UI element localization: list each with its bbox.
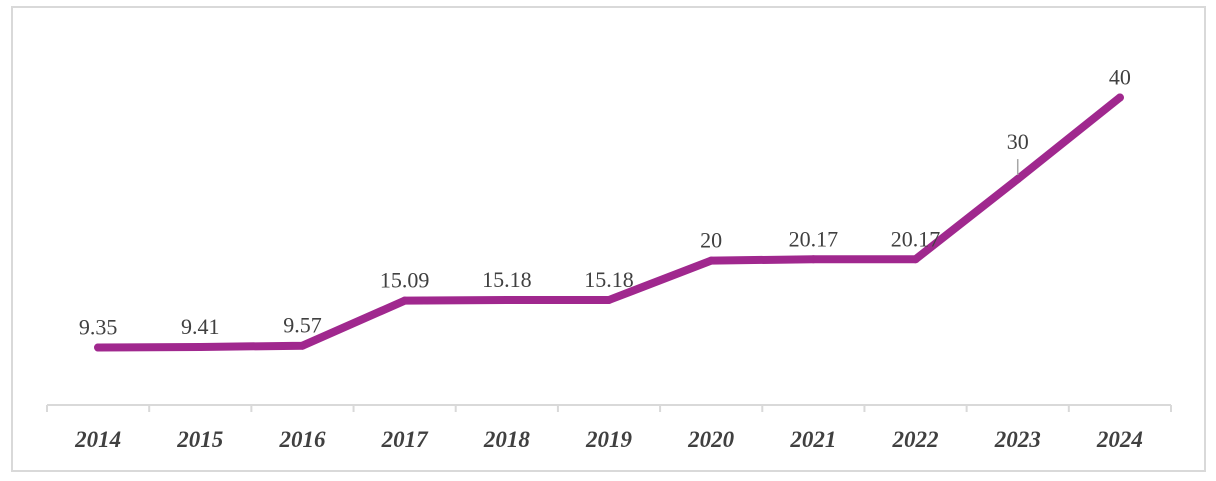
- data-label-2018: 15.18: [482, 267, 532, 292]
- x-tick-label-2018: 2018: [483, 427, 531, 452]
- x-tick-labels: 2014 2015 2016 2017 2018 2019 2020 2021 2022 2023…: [74, 427, 1143, 452]
- x-tick-label-2021: 2021: [789, 427, 836, 452]
- x-tick-label-2020: 2020: [687, 427, 735, 452]
- data-point-2020: [707, 256, 716, 265]
- data-label-2016: 9.57: [283, 313, 322, 338]
- data-point-2018: [502, 295, 511, 304]
- x-tick-label-2022: 2022: [892, 427, 939, 452]
- data-label-2017: 15.09: [380, 268, 430, 293]
- x-tick-label-2015: 2015: [176, 427, 223, 452]
- data-point-2015: [196, 343, 205, 352]
- chart-frame: [11, 6, 1206, 472]
- series-line: [94, 93, 1124, 352]
- data-point-2016: [298, 341, 307, 350]
- data-point-2014: [94, 343, 103, 352]
- x-tick-label-2016: 2016: [278, 427, 326, 452]
- data-label-2024: 40: [1109, 65, 1131, 90]
- x-tick-label-2017: 2017: [381, 427, 430, 452]
- data-label-2015: 9.41: [181, 314, 220, 339]
- data-point-2017: [400, 296, 409, 305]
- data-labels: 9.35 9.41 9.57 15.09 15.18 15.18 20 20.17 20.17 3…: [79, 65, 1131, 340]
- x-tick-label-2024: 2024: [1096, 427, 1143, 452]
- data-label-2022: 20.17: [891, 226, 941, 251]
- data-point-2021: [809, 255, 818, 264]
- data-point-2019: [605, 295, 613, 304]
- data-label-2021: 20.17: [789, 226, 839, 251]
- x-tick-label-2023: 2023: [994, 427, 1041, 452]
- series-layer: [94, 93, 1124, 352]
- x-tick-label-2014: 2014: [74, 427, 121, 452]
- data-point-2022: [911, 255, 920, 264]
- x-tick-label-2019: 2019: [585, 427, 633, 452]
- data-point-2023: [1013, 175, 1022, 184]
- data-label-2019: 15.18: [584, 267, 634, 292]
- data-point-2024: [1115, 93, 1124, 102]
- data-label-2020: 20: [700, 228, 722, 253]
- data-label-2014: 9.35: [79, 315, 118, 340]
- data-label-2023: 30: [1007, 129, 1029, 154]
- x-axis: [46, 404, 1172, 412]
